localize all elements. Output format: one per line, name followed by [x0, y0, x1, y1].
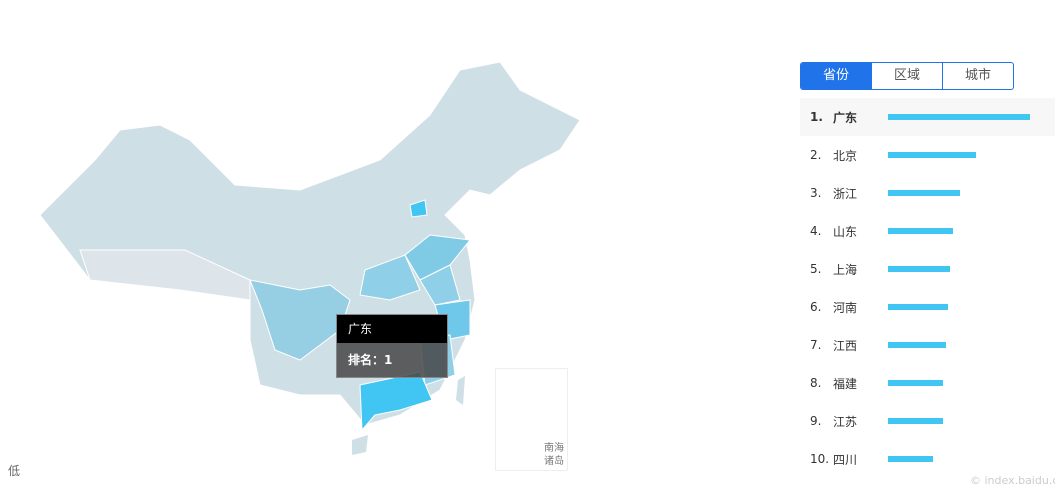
province-name: 福建: [833, 376, 858, 391]
rank-number: 7.: [810, 338, 822, 352]
province-henan: [359, 254, 421, 301]
province-name: 上海: [833, 262, 858, 277]
ranking-row[interactable]: 7. 江西: [800, 326, 1055, 364]
rank-bar: [888, 190, 961, 196]
ranking-row[interactable]: 6. 河南: [800, 288, 1055, 326]
rank-bar: [888, 304, 948, 310]
rank-bar: [888, 418, 944, 424]
tab-region[interactable]: 区域: [871, 63, 942, 89]
rank-number: 4.: [810, 224, 822, 238]
rank-bar: [888, 228, 954, 234]
ranking-row[interactable]: 4. 山东: [800, 212, 1055, 250]
rank-bar: [888, 266, 951, 272]
tab-province[interactable]: 省份: [801, 63, 871, 89]
ranking-row[interactable]: 2. 北京: [800, 136, 1055, 174]
province-name: 北京: [833, 148, 858, 163]
ranking-row[interactable]: 5. 上海: [800, 250, 1055, 288]
inset-label-2: 诸岛: [544, 456, 564, 467]
ranking-list: 1. 广东 2. 北京 3. 浙江 4. 山东 5. 上海 6. 河南 7. 江西 8. 福建 9. 江苏 10. 四…: [800, 98, 1055, 478]
province-name: 河南: [833, 300, 858, 315]
tooltip-rank-label: 排名：: [348, 353, 385, 367]
ranking-row[interactable]: 3. 浙江: [800, 174, 1055, 212]
province-name: 山东: [833, 224, 858, 239]
province-beijing: [409, 199, 428, 218]
province-jiangsu: [419, 264, 461, 306]
rank-bar: [888, 114, 1030, 120]
rank-number: 5.: [810, 262, 822, 276]
watermark: © index.baidu.com: [970, 474, 1055, 487]
ranking-row[interactable]: 9. 江苏: [800, 402, 1055, 440]
rank-number: 3.: [810, 186, 822, 200]
rank-number: 9.: [810, 414, 822, 428]
rank-number: 2.: [810, 148, 822, 162]
tooltip-rank: 排名：1: [337, 343, 447, 377]
ranking-row[interactable]: 8. 福建: [800, 364, 1055, 402]
ranking-row[interactable]: 10. 四川: [800, 440, 1055, 478]
inset-label-1: 南海: [544, 443, 564, 454]
rank-bar: [888, 380, 944, 386]
rank-bar: [888, 152, 977, 158]
province-name: 广东: [833, 110, 858, 125]
rank-number: 1.: [810, 110, 823, 124]
rank-number: 8.: [810, 376, 822, 390]
province-name: 四川: [833, 452, 858, 467]
province-taiwan: [456, 376, 465, 405]
rank-bar: [888, 456, 934, 462]
tooltip-title: 广东: [337, 315, 447, 343]
province-name: 浙江: [833, 186, 858, 201]
map-tooltip: 广东 排名：1: [336, 314, 448, 378]
province-shandong: [404, 234, 471, 281]
rank-number: 10.: [810, 452, 830, 466]
province-name: 江苏: [833, 414, 858, 429]
legend-low-label: 低: [8, 464, 21, 478]
province-name: 江西: [833, 338, 858, 353]
tooltip-rank-value: 1: [384, 353, 393, 367]
rank-bar: [888, 342, 947, 348]
region-type-tabs: 省份 区域 城市: [800, 62, 1014, 90]
rank-number: 6.: [810, 300, 822, 314]
tab-city[interactable]: 城市: [942, 63, 1013, 89]
province-hainan: [352, 435, 368, 455]
ranking-row[interactable]: 1. 广东: [800, 98, 1055, 136]
south-china-sea-inset: 南海 诸岛: [495, 368, 568, 471]
